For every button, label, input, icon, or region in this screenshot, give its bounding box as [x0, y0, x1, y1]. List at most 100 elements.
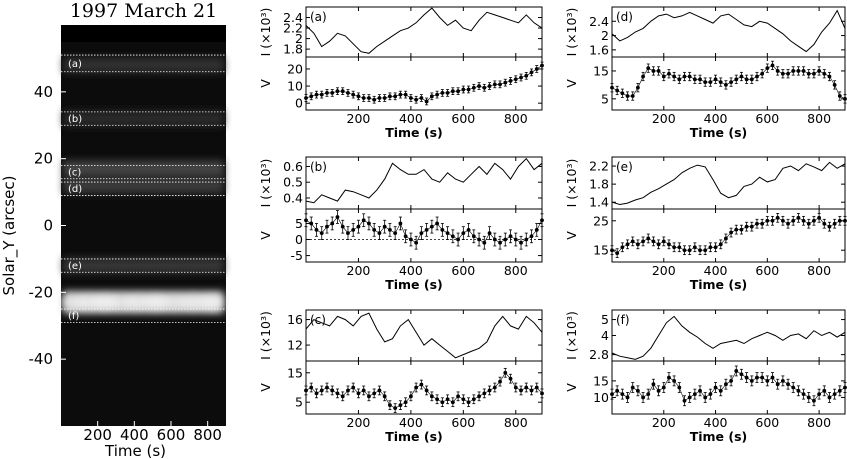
panel-b: 200 400 600 800 Time (s) 0.40.50.6 I (×10³) (b)…: [258, 156, 544, 292]
velocity-point: [806, 395, 811, 400]
velocity-ylabel: V: [564, 79, 579, 88]
intensity-y-tick-label: 0.6: [283, 159, 303, 174]
velocity-point: [372, 97, 377, 102]
velocity-point: [519, 388, 523, 393]
velocity-point: [461, 231, 466, 235]
velocity-ylabel: V: [258, 383, 273, 392]
velocity-point: [314, 227, 319, 232]
panel-label: (d): [616, 10, 633, 24]
velocity-point: [325, 385, 329, 390]
x-tick-label: 800: [807, 415, 831, 430]
velocity-y-tick-label: 0: [295, 232, 303, 247]
velocity-point: [503, 370, 508, 375]
velocity-point: [513, 237, 518, 242]
velocity-point: [760, 375, 765, 380]
velocity-point: [414, 240, 419, 245]
velocity-point: [708, 80, 713, 85]
velocity-point: [534, 385, 539, 390]
intensity-line: [305, 312, 543, 359]
velocity-point: [713, 77, 718, 82]
velocity-point: [309, 94, 314, 99]
velocity-point: [822, 388, 827, 393]
velocity-point: [492, 237, 497, 242]
velocity-point: [734, 227, 739, 232]
velocity-point: [440, 227, 445, 232]
intensity-y-tick-label: 1.6: [589, 42, 609, 57]
velocity-point: [466, 227, 471, 232]
velocity-point: [843, 96, 847, 101]
velocity-point: [513, 385, 518, 390]
velocity-point: [765, 378, 770, 383]
velocity-point: [744, 77, 749, 82]
velocity-y-tick-label: 0: [295, 96, 303, 111]
velocity-point: [513, 77, 518, 82]
velocity-point: [398, 403, 403, 408]
velocity-point: [672, 74, 677, 79]
velocity-point: [667, 242, 671, 247]
velocity-point: [524, 237, 529, 242]
x-tick-label: 600: [157, 426, 186, 444]
intensity-ylabel: I (×10³): [564, 8, 579, 57]
velocity-point: [817, 392, 822, 397]
x-tick-label: 600: [451, 415, 475, 430]
x-tick-label: 400: [704, 111, 728, 126]
velocity-point: [325, 91, 329, 95]
intensity-ylabel: I (×10³): [564, 159, 579, 208]
velocity-point: [398, 221, 403, 226]
velocity-frame: [611, 360, 846, 415]
velocity-point: [806, 71, 811, 76]
bright-band: [63, 160, 224, 177]
x-tick-label: 600: [451, 263, 475, 278]
intensity-y-tick-label: 12: [287, 338, 303, 353]
velocity-point: [843, 385, 847, 390]
velocity-point: [744, 224, 749, 229]
velocity-point: [361, 218, 366, 223]
velocity-ylabel: V: [258, 79, 273, 88]
velocity-point: [393, 94, 398, 99]
slit-label: (e): [68, 261, 82, 272]
velocity-point: [382, 96, 387, 100]
velocity-point: [713, 385, 718, 390]
velocity-point: [786, 71, 790, 76]
velocity-point: [471, 85, 476, 90]
intensity-y-tick-label: 2.2: [283, 21, 303, 36]
velocity-point: [682, 248, 687, 253]
slit-label: (f): [68, 311, 79, 322]
velocity-point: [403, 234, 408, 239]
velocity-point: [832, 392, 837, 397]
x-tick-label: 200: [347, 415, 371, 430]
velocity-point: [791, 69, 796, 73]
velocity-point: [456, 237, 460, 242]
velocity-point: [827, 224, 832, 229]
velocity-point: [843, 218, 847, 223]
x-tick-label: 200: [652, 263, 676, 278]
x-tick-label: 800: [193, 426, 222, 444]
velocity-point: [346, 231, 350, 235]
velocity-point: [356, 224, 361, 229]
velocity-point: [734, 369, 739, 373]
velocity-point: [801, 218, 806, 223]
intensity-y-tick-label: 1.8: [283, 42, 303, 57]
velocity-point: [445, 91, 450, 95]
velocity-point: [610, 248, 614, 253]
velocity-point: [765, 66, 770, 71]
velocity-point: [703, 80, 708, 85]
velocity-point: [466, 400, 471, 405]
panel-label: (b): [310, 160, 327, 174]
velocity-point: [610, 85, 614, 90]
velocity-point: [656, 388, 661, 393]
bright-blob: [60, 295, 84, 310]
panel-label: (e): [616, 160, 633, 174]
velocity-point: [827, 395, 832, 400]
velocity-point: [625, 94, 630, 98]
velocity-y-tick-label: 10: [287, 79, 303, 94]
velocity-point: [309, 221, 314, 226]
velocity-point: [641, 74, 645, 79]
velocity-point: [610, 392, 614, 397]
velocity-point: [393, 231, 398, 235]
velocity-frame: [611, 208, 846, 263]
velocity-point: [661, 74, 666, 79]
velocity-point: [377, 96, 382, 100]
velocity-point: [677, 245, 682, 250]
